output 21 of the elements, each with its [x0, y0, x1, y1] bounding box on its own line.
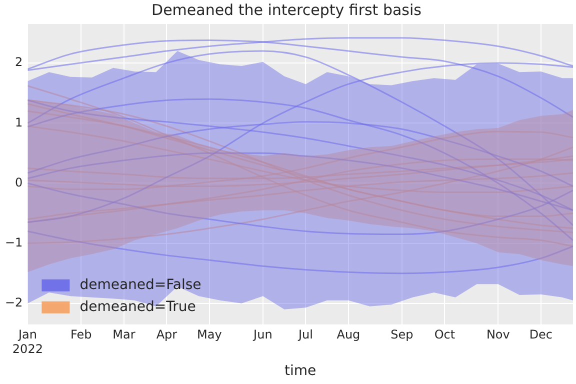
- y-tick-label: 0: [15, 175, 23, 190]
- x-tick-label: Feb: [70, 328, 92, 342]
- x-tick-label: Dec: [529, 328, 553, 342]
- x-tick-label: Oct: [434, 328, 456, 342]
- x-tick-label: Jan 2022: [12, 328, 43, 356]
- x-tick-label: Aug: [336, 328, 360, 342]
- y-tick-label: −1: [4, 235, 23, 250]
- legend-label: demeaned=False: [80, 277, 202, 294]
- legend-label: demeaned=True: [80, 299, 196, 316]
- x-tick-label: Mar: [112, 328, 136, 342]
- x-tick-label: May: [197, 328, 222, 342]
- x-tick-label: Sep: [390, 328, 414, 342]
- y-tick-label: 1: [15, 115, 23, 130]
- x-tick-label: Jul: [297, 328, 313, 342]
- x-tick-label: Nov: [486, 328, 510, 342]
- x-tick-label: Apr: [156, 328, 178, 342]
- x-tick-label: Jun: [252, 328, 272, 342]
- y-tick-label: 2: [15, 55, 23, 70]
- y-tick-label: −2: [4, 295, 23, 310]
- chart-title: Demeaned the intercepty first basis: [152, 0, 422, 19]
- x-axis-title: time: [284, 363, 316, 380]
